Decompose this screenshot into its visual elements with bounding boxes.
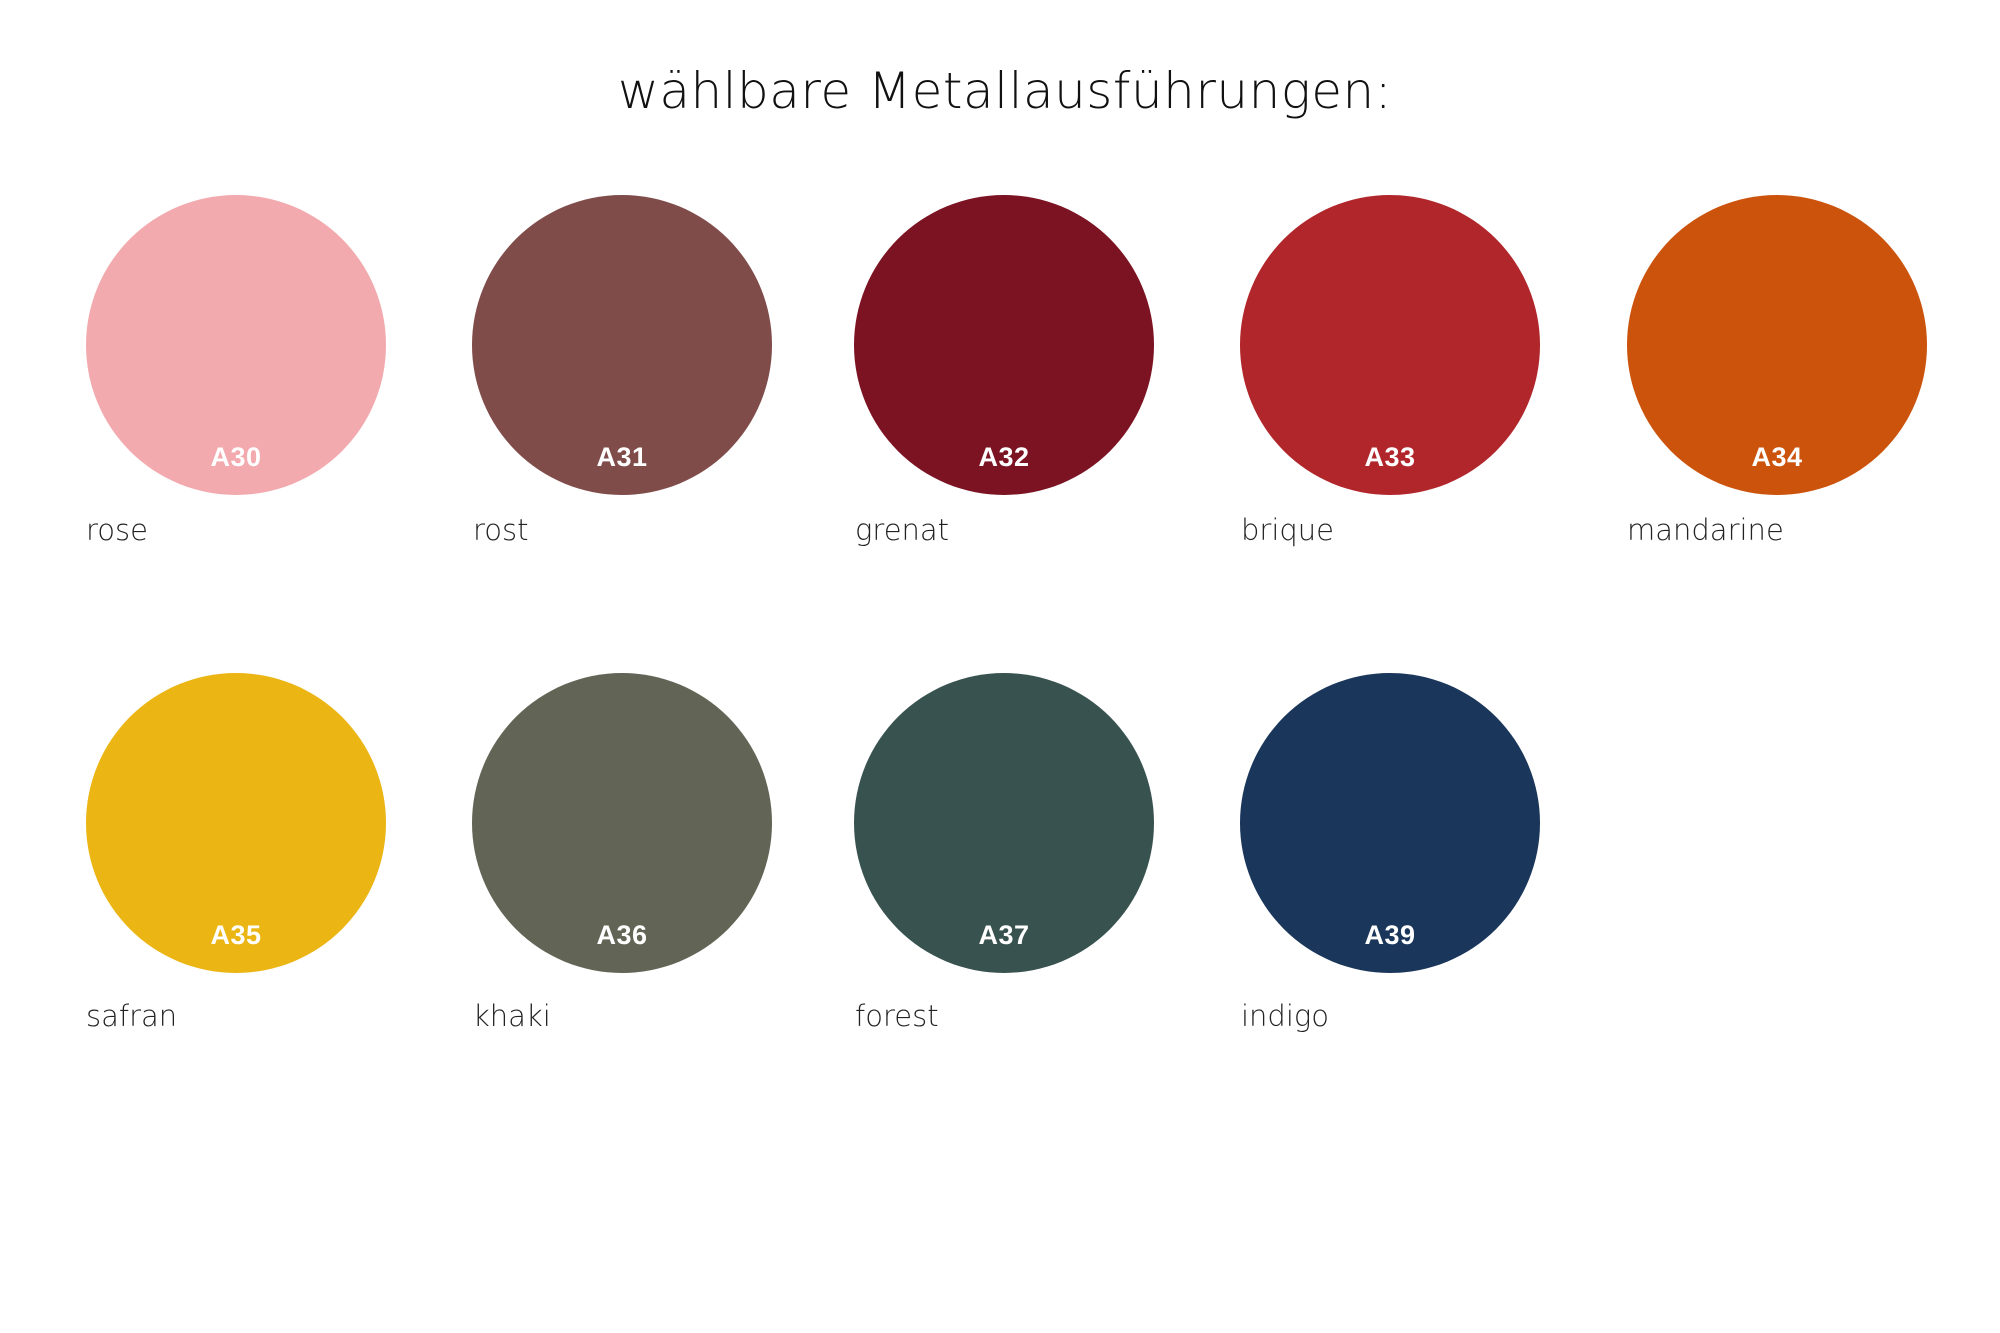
swatch-code: A39: [1364, 920, 1416, 950]
color-swatch-indigo: A39: [1240, 673, 1540, 973]
swatch-name: rose: [86, 513, 148, 547]
color-swatch-forest: A37: [854, 673, 1154, 973]
swatch-name: rost: [473, 513, 529, 547]
swatch-name: grenat: [855, 513, 950, 547]
page-title: wählbare Metallausführungen:: [617, 62, 1393, 120]
color-swatch-khaki: A36: [472, 673, 772, 973]
swatch-name: brique: [1241, 513, 1335, 547]
swatch-code: A32: [978, 442, 1030, 472]
swatch-code: A35: [210, 920, 262, 950]
color-swatch-rose: A30: [86, 195, 386, 495]
swatch-name: mandarine: [1627, 513, 1784, 547]
swatch-code: A33: [1364, 442, 1416, 472]
color-swatch-mandarine: A34: [1627, 195, 1927, 495]
color-swatch-rost: A31: [472, 195, 772, 495]
color-swatch-grenat: A32: [854, 195, 1154, 495]
color-swatch-safran: A35: [86, 673, 386, 973]
swatch-name: khaki: [473, 999, 551, 1033]
color-swatch-brique: A33: [1240, 195, 1540, 495]
swatch-name: indigo: [1241, 999, 1330, 1033]
swatch-code: A31: [596, 442, 648, 472]
swatch-code: A36: [596, 920, 648, 950]
swatch-code: A34: [1751, 442, 1803, 472]
swatch-code: A30: [210, 442, 262, 472]
swatch-name: safran: [86, 999, 178, 1033]
swatch-code: A37: [978, 920, 1030, 950]
swatch-name: forest: [855, 999, 939, 1033]
